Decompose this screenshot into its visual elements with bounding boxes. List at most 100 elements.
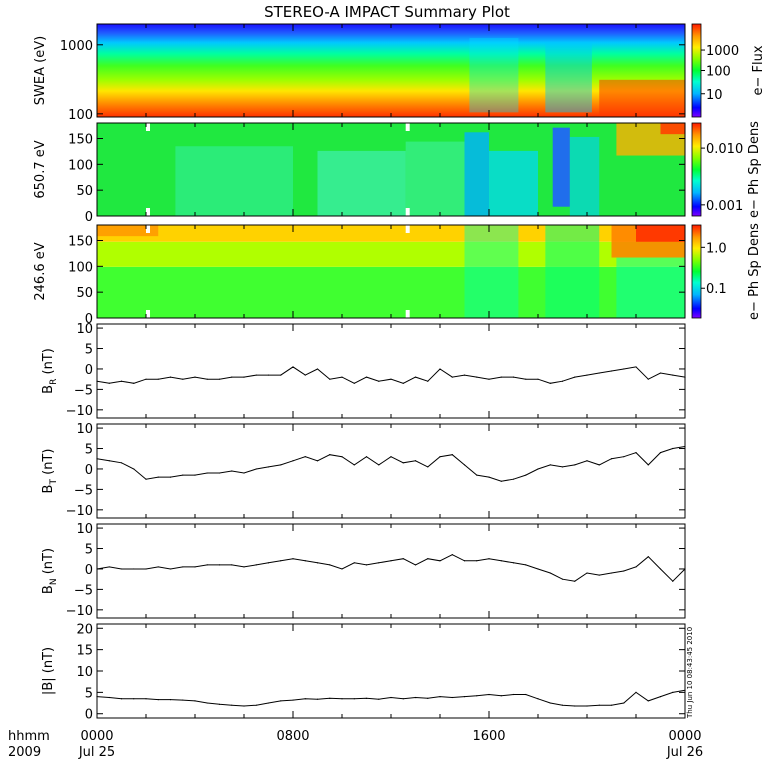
timestamp-note: Thu Jun 10 08:43:45 2010 (686, 627, 694, 719)
bmag-data-point (316, 698, 319, 700)
y-tick-label: 0 (85, 463, 93, 478)
br-data-point (353, 382, 355, 384)
bmag-data-point (684, 689, 686, 691)
y-tick-label: 10 (76, 522, 93, 537)
bmag-data-point (194, 700, 196, 702)
br-data-point (512, 376, 515, 378)
bn-data-point (574, 580, 576, 582)
br-data-point (365, 376, 368, 378)
bmag-data-point (402, 698, 404, 700)
colorbar-tick-label: 10 (706, 88, 723, 103)
bn-data-point (108, 566, 110, 568)
spectrogram-patch (405, 141, 465, 216)
bt-data-point (255, 468, 257, 470)
bt-data-point (292, 460, 294, 462)
bn-data-point (133, 568, 135, 570)
bn-data-point (427, 558, 429, 560)
spectrogram-patch (636, 225, 685, 242)
bmag-data-point (672, 691, 674, 693)
x-tick-label: 0000 (80, 729, 113, 744)
y-tick-label: 0 (85, 312, 93, 327)
bmag-ylabel: |B| (nT) (41, 647, 56, 695)
bmag-data-point (292, 699, 294, 701)
y-tick-label: 5 (85, 343, 93, 358)
data-gap (146, 208, 150, 216)
y-tick-label: −5 (74, 383, 93, 398)
bmag-data-point (463, 696, 466, 698)
bn-data-point (672, 580, 674, 582)
y-tick-label: 15 (76, 644, 93, 659)
bmag-data-point (390, 696, 392, 699)
bmag-data-point (218, 703, 221, 705)
y-tick-label: −10 (66, 604, 93, 619)
bn-data-point (512, 562, 515, 564)
bn-data-point (145, 568, 147, 570)
bn-data-point (623, 570, 625, 572)
bn-data-point (659, 568, 662, 570)
bt-data-point (206, 472, 208, 474)
spectrogram-patch (545, 225, 600, 318)
bmag-data-point (414, 696, 417, 699)
br-data-point (169, 376, 172, 378)
x-tick-label: 1600 (472, 729, 505, 744)
br-data-point (243, 376, 245, 378)
bn-frame (96, 523, 686, 619)
bn-data-point (353, 562, 355, 564)
br-data-point (145, 378, 147, 380)
bt-data-point (280, 464, 282, 466)
data-gap (405, 208, 410, 216)
bn-panel: 10 5 0 −5 −10 BN (nT) (41, 522, 686, 619)
y-tick-label: 10 (76, 665, 93, 680)
bn-data-point (476, 560, 478, 562)
colorbar-tick-label: 0.1 (706, 282, 727, 297)
bmag-data-point (623, 702, 625, 704)
br-data-point (341, 376, 343, 378)
br-data-point (647, 378, 649, 380)
bmag-data-point (96, 696, 98, 698)
ylabel-subscript: R (49, 379, 59, 385)
br-data-point (390, 378, 392, 380)
ylabel-unit: (nT) (41, 548, 56, 578)
br-data-point (635, 366, 637, 368)
spectrogram-patch (599, 79, 685, 117)
bt-data-point (414, 460, 417, 462)
br-data-point (304, 374, 306, 376)
bt-data-point (365, 456, 368, 458)
bn-data-point (120, 568, 123, 570)
br-data-point (586, 374, 588, 376)
bn-data-point (157, 566, 159, 568)
br-panel: 10 5 0 −5 −10 BR (nT) (41, 322, 686, 419)
bn-data-point (316, 562, 319, 564)
spectrogram-patch (97, 225, 159, 237)
br-data-point (108, 382, 110, 384)
bt-data-point (463, 464, 466, 466)
bt-data-point (537, 468, 539, 470)
colorbar-tick-label: 100 (706, 65, 731, 80)
bt-data-point (353, 464, 355, 466)
spectrogram-patch (97, 225, 685, 242)
bn-data-point (451, 554, 453, 556)
bt-data-point (647, 464, 649, 466)
bn-data-point (194, 566, 196, 568)
bn-data-point (598, 574, 600, 576)
spectrogram-patch (545, 42, 592, 113)
bt-data-point (659, 452, 662, 454)
spectrogram-patch (317, 150, 406, 216)
br-data-point (463, 374, 466, 376)
bn-data-point (402, 558, 404, 560)
spectrogram-patch (175, 146, 293, 216)
bmag-data-point (353, 698, 355, 700)
bt-data-point (635, 452, 637, 454)
bt-data-point (316, 460, 319, 462)
br-ylabel: BR (nT) (41, 348, 59, 394)
bt-data-point (598, 464, 600, 466)
bt-data-point (120, 462, 123, 464)
bmag-data-point (647, 700, 649, 702)
bmag-data-point (635, 691, 637, 693)
bmag-data-point (476, 695, 478, 697)
y-tick-label: 150 (68, 133, 93, 148)
bn-data-point (365, 564, 368, 566)
ylabel-subscript: N (49, 578, 59, 585)
bmag-data-point (439, 696, 441, 698)
bn-data-point (218, 564, 221, 566)
